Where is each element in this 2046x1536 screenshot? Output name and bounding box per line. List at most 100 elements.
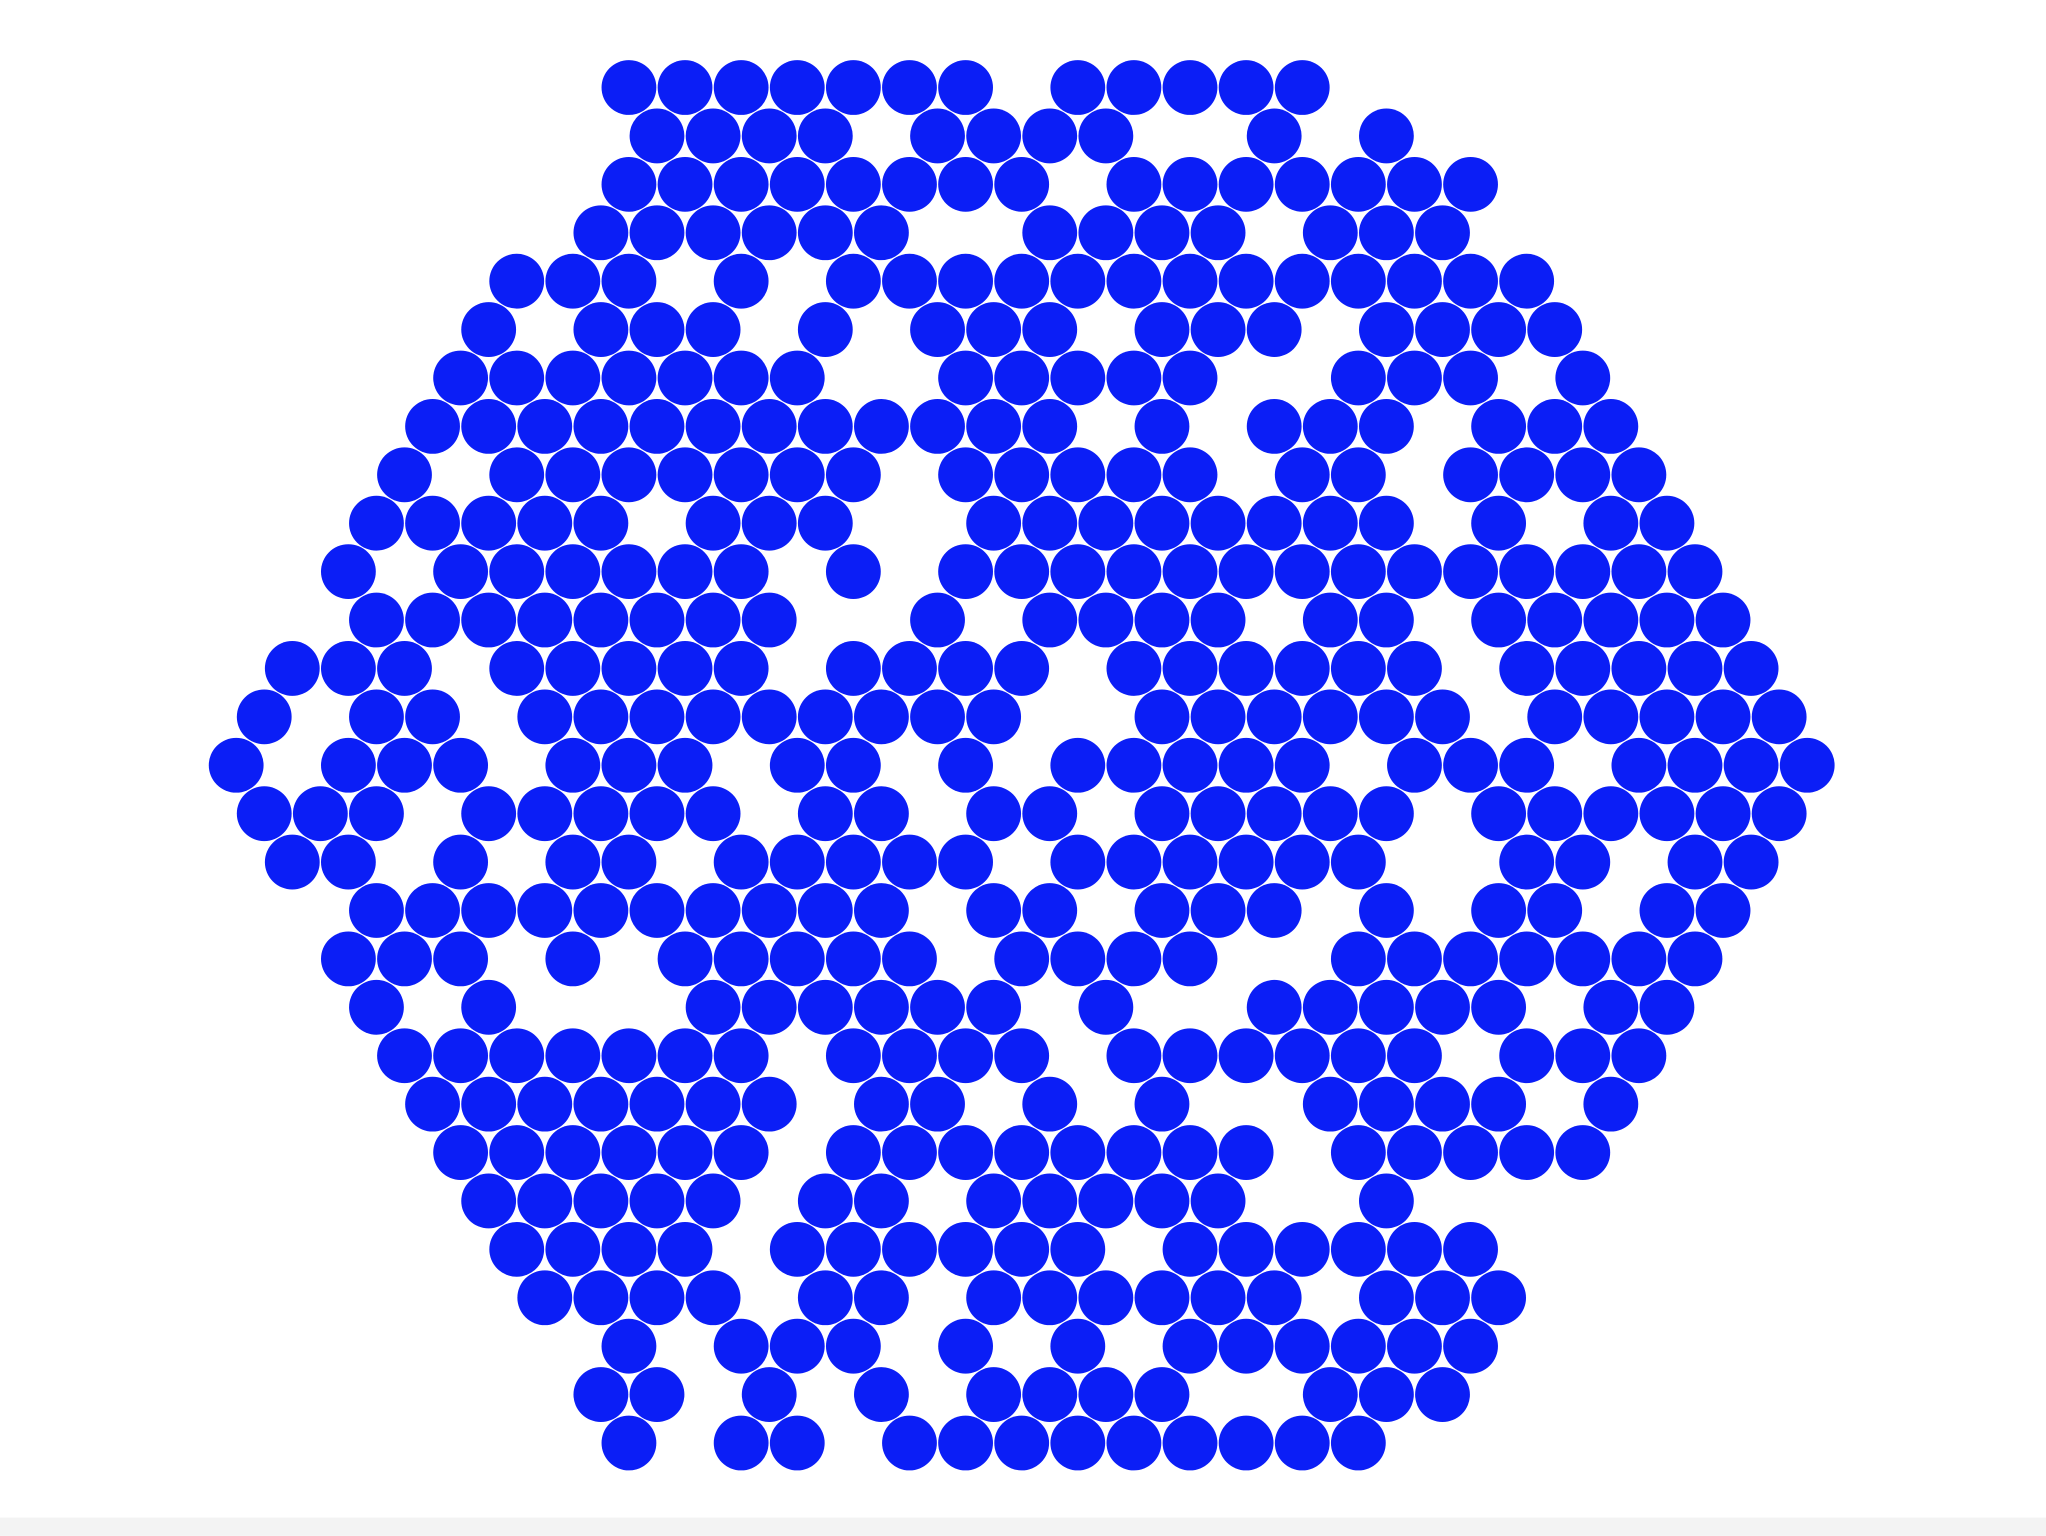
dot (1443, 253, 1498, 309)
dot (1106, 931, 1162, 987)
dot (405, 495, 460, 551)
dot (1274, 834, 1330, 890)
dot (573, 1173, 629, 1229)
dot (1667, 737, 1723, 793)
dot (1022, 1173, 1078, 1229)
dot (910, 302, 965, 357)
dot (377, 737, 432, 793)
dot (461, 1173, 517, 1229)
dot (433, 544, 489, 600)
dot (1443, 1221, 1498, 1277)
dot (713, 1415, 769, 1471)
dot (1274, 641, 1330, 696)
dot (601, 834, 657, 890)
dot (797, 398, 853, 454)
dot (1274, 1028, 1330, 1084)
dot (825, 60, 881, 115)
dot (825, 1125, 881, 1180)
dot (1106, 1028, 1162, 1084)
dot (461, 398, 517, 454)
dot (1190, 495, 1246, 551)
dot (882, 1221, 937, 1277)
dot (713, 156, 769, 212)
dot (713, 1318, 769, 1374)
dot (1358, 205, 1414, 261)
dot (573, 592, 629, 648)
dot (713, 1028, 769, 1084)
dot (1134, 495, 1190, 551)
dot (545, 253, 601, 309)
dot (1330, 931, 1386, 987)
dot (517, 883, 573, 938)
dot (769, 834, 825, 890)
dot (657, 156, 713, 212)
dot (797, 1270, 853, 1326)
dot (1527, 302, 1583, 357)
dot (854, 398, 909, 454)
dot (1302, 1367, 1358, 1422)
dot (236, 786, 292, 842)
dot (1274, 60, 1330, 115)
dot (1190, 592, 1246, 648)
dot (825, 253, 881, 309)
dot (1330, 544, 1386, 600)
dot (1246, 1270, 1302, 1326)
dot (545, 931, 601, 987)
dot (1050, 1318, 1106, 1374)
dot (769, 447, 825, 503)
dot (825, 1318, 881, 1374)
dot (1387, 544, 1442, 600)
dot (1330, 641, 1386, 696)
dot (1162, 1125, 1218, 1180)
dot (1527, 883, 1583, 938)
dot (1387, 156, 1442, 212)
dot (910, 1076, 965, 1132)
dot (1050, 1125, 1106, 1180)
dot (377, 641, 432, 696)
dot (1667, 641, 1723, 696)
dot-grid (208, 60, 1835, 1471)
dot (966, 108, 1022, 164)
dot (489, 1221, 545, 1277)
dot (657, 1125, 713, 1180)
dot (1162, 447, 1218, 503)
dot (938, 253, 993, 309)
dot (601, 1028, 657, 1084)
dot (769, 156, 825, 212)
dot (713, 350, 769, 406)
dot (1162, 253, 1218, 309)
dot (1387, 737, 1442, 793)
dot (377, 1028, 432, 1084)
dot (1667, 931, 1723, 987)
dot (1162, 641, 1218, 696)
dot (994, 1221, 1050, 1277)
dot (938, 834, 993, 890)
dot (741, 495, 797, 551)
dot (405, 1076, 460, 1132)
dot (1583, 398, 1639, 454)
dot (938, 1318, 993, 1374)
dot (882, 641, 937, 696)
dot (1134, 205, 1190, 261)
dot (1078, 1367, 1134, 1422)
dot (1611, 1028, 1667, 1084)
dot (629, 302, 685, 357)
dot (882, 60, 937, 115)
dot (1471, 302, 1527, 357)
dot (769, 1415, 825, 1471)
dot (1022, 592, 1078, 648)
dot (629, 689, 685, 745)
dot (1302, 979, 1358, 1035)
dot (966, 883, 1022, 938)
dot (685, 1076, 741, 1132)
dot (1022, 302, 1078, 357)
dot (320, 931, 376, 987)
dot (489, 1028, 545, 1084)
dot (825, 156, 881, 212)
dot (1050, 544, 1106, 600)
dot (1555, 931, 1611, 987)
dot (1330, 834, 1386, 890)
dot (545, 544, 601, 600)
dot (1022, 883, 1078, 938)
dot (1106, 447, 1162, 503)
